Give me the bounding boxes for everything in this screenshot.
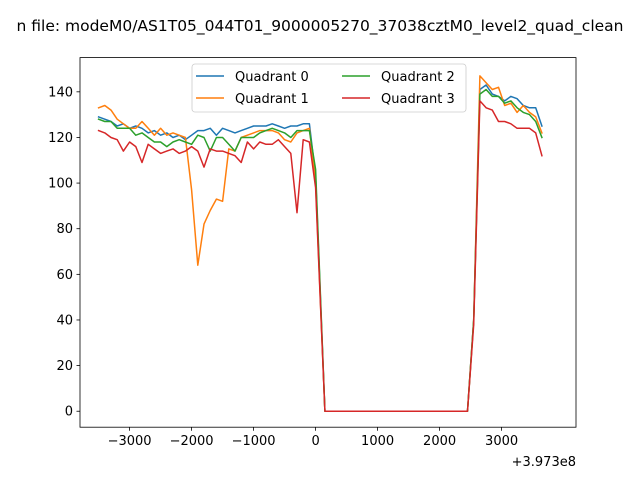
y-tick-label: 80: [56, 222, 73, 237]
x-tick-label: 1000: [361, 434, 394, 449]
y-tick-label: 120: [48, 131, 73, 146]
legend-frame: [191, 63, 467, 113]
y-tick-label: 40: [56, 313, 73, 328]
x-tick-label: 0: [311, 434, 319, 449]
x-tick-label: −3000: [108, 434, 152, 449]
series-layer: [97, 75, 543, 412]
x-axis-ticks: −3000 −2000 −1000 0 1000 2000 3000: [108, 427, 518, 449]
series-line-quadrant-3: [97, 100, 543, 412]
y-tick-label: 20: [56, 359, 73, 374]
chart-title: n file: modeM0/AS1T05_044T01_9000005270_…: [17, 17, 624, 36]
y-tick-label: 60: [56, 268, 73, 283]
x-tick-label: −1000: [232, 434, 276, 449]
series-line-quadrant-0: [97, 84, 543, 412]
series-line-quadrant-2: [97, 88, 543, 412]
series-line-quadrant-1: [97, 75, 543, 412]
x-axis-offset-label: +3.973e8: [512, 455, 576, 470]
legend-entries: Quadrant 0 Quadrant 1 Quadrant 2 Quadrant 3: [196, 70, 455, 107]
y-tick-label: 0: [65, 405, 73, 420]
axes-frame: [79, 57, 577, 428]
y-tick-label: 100: [48, 177, 73, 192]
legend-label-quadrant-3: Quadrant 3: [381, 92, 455, 107]
x-tick-label: 3000: [485, 434, 518, 449]
legend-label-quadrant-1: Quadrant 1: [235, 92, 309, 107]
legend: Quadrant 0 Quadrant 1 Quadrant 2 Quadrant 3: [191, 63, 467, 113]
x-tick-label: −2000: [170, 434, 214, 449]
legend-label-quadrant-2: Quadrant 2: [381, 70, 455, 85]
y-tick-label: 140: [48, 85, 73, 100]
x-tick-label: 2000: [423, 434, 456, 449]
y-axis-ticks: 0 20 40 60 80 100 120 140: [48, 85, 80, 420]
legend-label-quadrant-0: Quadrant 0: [235, 70, 309, 85]
